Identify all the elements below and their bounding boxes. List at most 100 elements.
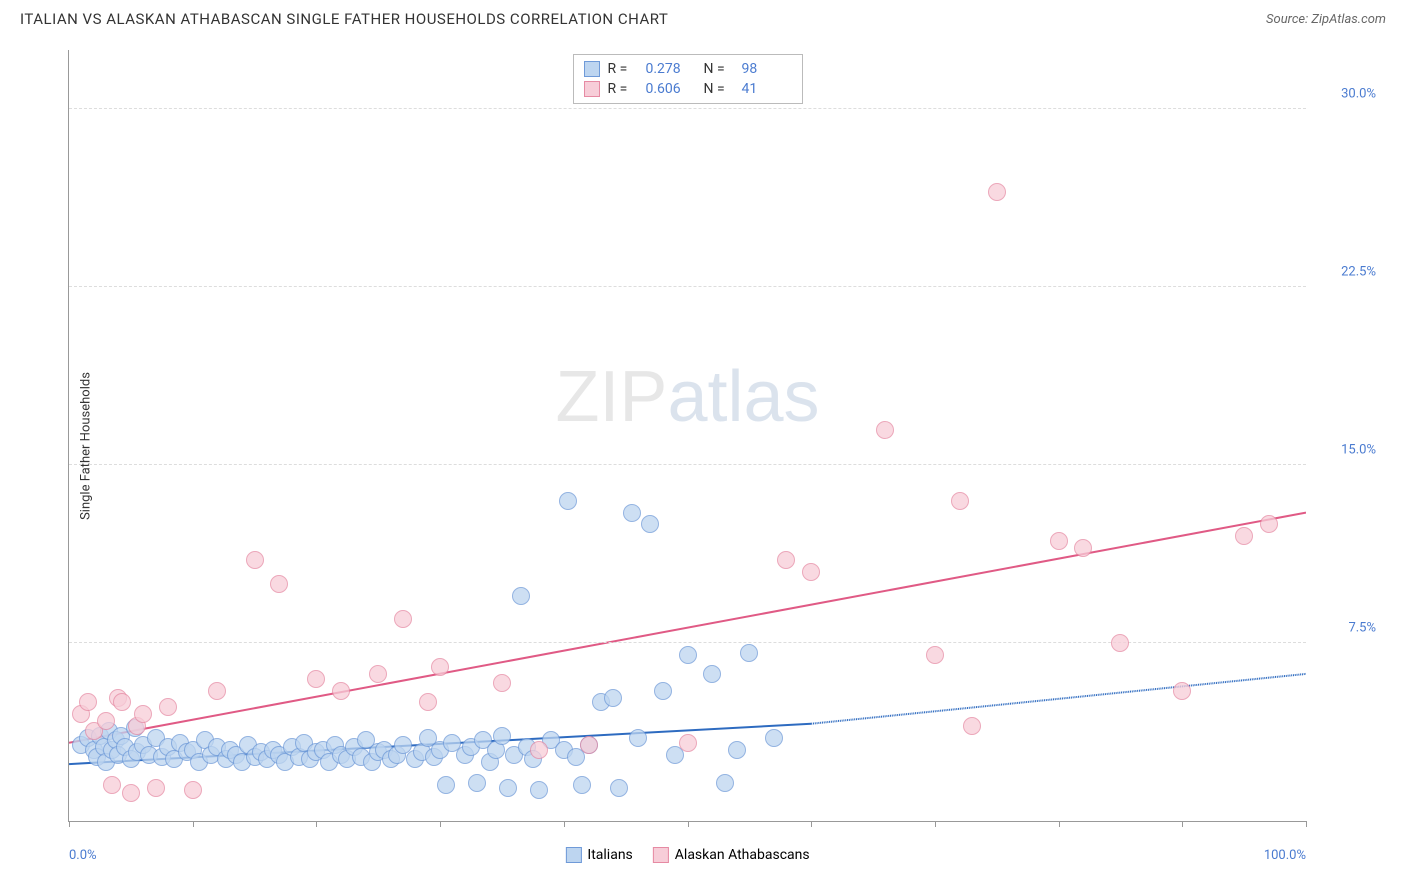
legend-n-value: 98 (742, 61, 792, 77)
data-point (512, 587, 530, 605)
data-point (499, 779, 517, 797)
plot-area: ZIPatlas R =0.278N =98R =0.606N =41 Ital… (68, 50, 1306, 822)
data-point (604, 689, 622, 707)
data-point (951, 492, 969, 510)
y-tick-label: 30.0% (1341, 87, 1376, 102)
x-tick (935, 821, 936, 827)
gridline (69, 464, 1306, 465)
legend-swatch (584, 61, 600, 77)
x-tick (440, 821, 441, 827)
x-tick (193, 821, 194, 827)
data-point (988, 183, 1006, 201)
legend-series-item: Alaskan Athabascans (653, 847, 810, 863)
data-point (530, 781, 548, 799)
chart-title: ITALIAN VS ALASKAN ATHABASCAN SINGLE FAT… (20, 10, 668, 28)
x-tick (688, 821, 689, 827)
data-point (270, 575, 288, 593)
y-tick-label: 22.5% (1341, 265, 1376, 280)
y-tick-label: 15.0% (1341, 443, 1376, 458)
data-point (580, 736, 598, 754)
data-point (573, 776, 591, 794)
data-point (103, 776, 121, 794)
data-point (629, 729, 647, 747)
gridline (69, 108, 1306, 109)
legend-stats: R = 0.278 N = 98 R = 0.606 N = 41 (573, 54, 803, 104)
y-tick-label: 7.5% (1348, 621, 1376, 636)
data-point (332, 682, 350, 700)
x-axis-max-label: 100.0% (1264, 848, 1306, 863)
data-point (703, 665, 721, 683)
legend-series-label: Alaskan Athabascans (675, 847, 810, 863)
data-point (926, 646, 944, 664)
data-point (654, 682, 672, 700)
data-point (113, 693, 131, 711)
legend-swatch (565, 847, 581, 863)
legend-swatch (584, 81, 600, 97)
x-tick (811, 821, 812, 827)
data-point (437, 776, 455, 794)
data-point (802, 563, 820, 581)
data-point (208, 682, 226, 700)
data-point (1260, 515, 1278, 533)
trend-lines (69, 50, 1306, 821)
legend-series: Italians Alaskan Athabascans (565, 847, 809, 863)
data-point (876, 421, 894, 439)
data-point (79, 693, 97, 711)
data-point (246, 551, 264, 569)
x-tick (1182, 821, 1183, 827)
legend-series-label: Italians (587, 847, 632, 863)
data-point (369, 665, 387, 683)
watermark: ZIPatlas (555, 356, 819, 438)
legend-r-value: 0.606 (646, 81, 696, 97)
data-point (122, 784, 140, 802)
data-point (1074, 539, 1092, 557)
legend-swatch (653, 847, 669, 863)
data-point (740, 644, 758, 662)
chart-container: Single Father Households ZIPatlas R =0.2… (48, 50, 1386, 842)
data-point (493, 674, 511, 692)
data-point (765, 729, 783, 747)
data-point (641, 515, 659, 533)
legend-stat-row: R = 0.278 N = 98 (584, 59, 792, 79)
data-point (184, 781, 202, 799)
data-point (419, 693, 437, 711)
data-point (728, 741, 746, 759)
x-tick (69, 821, 70, 827)
x-tick (564, 821, 565, 827)
data-point (679, 734, 697, 752)
data-point (431, 658, 449, 676)
data-point (159, 698, 177, 716)
legend-n-value: 41 (742, 81, 792, 97)
data-point (1111, 634, 1129, 652)
data-point (610, 779, 628, 797)
legend-stat-row: R = 0.606 N = 41 (584, 79, 792, 99)
data-point (1050, 532, 1068, 550)
data-point (963, 717, 981, 735)
data-point (716, 774, 734, 792)
legend-r-label: R = (608, 61, 638, 77)
x-tick (1059, 821, 1060, 827)
data-point (777, 551, 795, 569)
x-axis-min-label: 0.0% (69, 848, 97, 863)
data-point (394, 610, 412, 628)
data-point (1235, 527, 1253, 545)
legend-series-item: Italians (565, 847, 632, 863)
data-point (97, 712, 115, 730)
data-point (623, 504, 641, 522)
legend-n-label: N = (704, 61, 734, 77)
data-point (493, 727, 511, 745)
x-tick (316, 821, 317, 827)
x-tick (1306, 821, 1307, 827)
data-point (559, 492, 577, 510)
data-point (1173, 682, 1191, 700)
legend-r-label: R = (608, 81, 638, 97)
data-point (134, 705, 152, 723)
data-point (530, 741, 548, 759)
gridline (69, 286, 1306, 287)
data-point (307, 670, 325, 688)
legend-n-label: N = (704, 81, 734, 97)
source-label: Source: ZipAtlas.com (1266, 12, 1386, 27)
legend-r-value: 0.278 (646, 61, 696, 77)
data-point (679, 646, 697, 664)
data-point (147, 779, 165, 797)
